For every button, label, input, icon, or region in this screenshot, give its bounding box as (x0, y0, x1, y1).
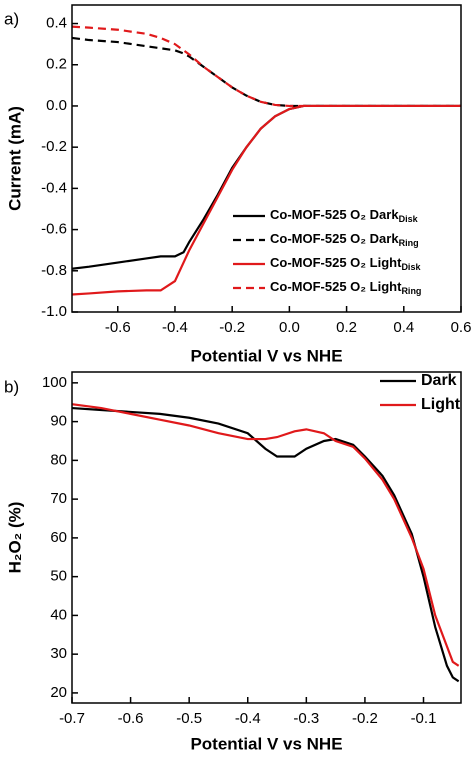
plot-frame (71, 4, 462, 313)
legend-name: Light (421, 396, 461, 413)
legend-subscript: Ring (401, 286, 421, 296)
x-tick-label: -0.2 (219, 319, 245, 336)
legend-subscript: Ring (399, 238, 419, 248)
panel-label: a) (4, 9, 19, 28)
x-tick-label: -0.4 (162, 319, 188, 336)
x-tick-label: -0.4 (235, 710, 261, 727)
panel-label: b) (4, 377, 19, 396)
x-tick-label: -0.7 (59, 710, 85, 727)
legend-name: Co-MOF-525 O₂ Dark (270, 231, 399, 246)
y-tick-label: -0.6 (41, 221, 67, 238)
y-tick-label: 0.4 (46, 15, 67, 32)
x-tick-label: -0.3 (293, 710, 319, 727)
x-tick-label: -0.5 (176, 710, 202, 727)
legend-name: Co-MOF-525 O₂ Dark (270, 207, 399, 222)
legend-subscript: Disk (401, 262, 421, 272)
legend-label: Co-MOF-525 O₂ DarkRing (270, 231, 419, 248)
x-axis-title: Potential V vs NHE (190, 734, 342, 753)
legend-label: Dark (421, 372, 457, 389)
legend-name: Dark (421, 372, 457, 389)
y-tick-label: 90 (50, 413, 67, 430)
y-tick-label: 0.2 (46, 56, 67, 73)
x-tick-label: -0.6 (105, 319, 131, 336)
legend-label: Light (421, 396, 461, 413)
legend-label: Co-MOF-525 O₂ LightDisk (270, 255, 421, 272)
data-line (71, 36, 461, 108)
y-tick-label: 40 (50, 606, 67, 623)
x-tick-label: 0.0 (279, 319, 300, 336)
x-tick-label: -0.6 (118, 710, 144, 727)
data-line (71, 25, 461, 108)
x-axis-title: Potential V vs NHE (190, 346, 342, 365)
y-tick-label: -0.4 (41, 179, 67, 196)
x-tick-label: -0.1 (411, 710, 437, 727)
y-tick-label: 100 (42, 374, 67, 391)
y-tick-label: -1.0 (41, 303, 67, 320)
y-axis-title: H₂O₂ (%) (5, 502, 24, 574)
legend-name: Co-MOF-525 O₂ Light (270, 279, 402, 294)
legend-label: Co-MOF-525 O₂ DarkDisk (270, 207, 419, 224)
y-tick-label: 30 (50, 645, 67, 662)
x-tick-label: 0.6 (451, 319, 472, 336)
x-tick-label: 0.2 (336, 319, 357, 336)
legend-label: Co-MOF-525 O₂ LightRing (270, 279, 421, 296)
plot-frame (71, 371, 462, 704)
y-tick-label: 50 (50, 568, 67, 585)
y-tick-label: -0.8 (41, 262, 67, 279)
y-tick-label: 80 (50, 451, 67, 468)
y-axis-title: Current (mA) (5, 106, 24, 211)
data-line (71, 406, 460, 683)
y-tick-label: -0.2 (41, 138, 67, 155)
y-tick-label: 70 (50, 490, 67, 507)
y-tick-label: 20 (50, 684, 67, 701)
x-tick-label: -0.2 (352, 710, 378, 727)
x-tick-label: 0.4 (393, 319, 414, 336)
y-tick-label: 0.0 (46, 97, 67, 114)
y-tick-label: 60 (50, 529, 67, 546)
legend-name: Co-MOF-525 O₂ Light (270, 255, 402, 270)
data-line (71, 403, 460, 667)
legend-subscript: Disk (399, 214, 419, 224)
